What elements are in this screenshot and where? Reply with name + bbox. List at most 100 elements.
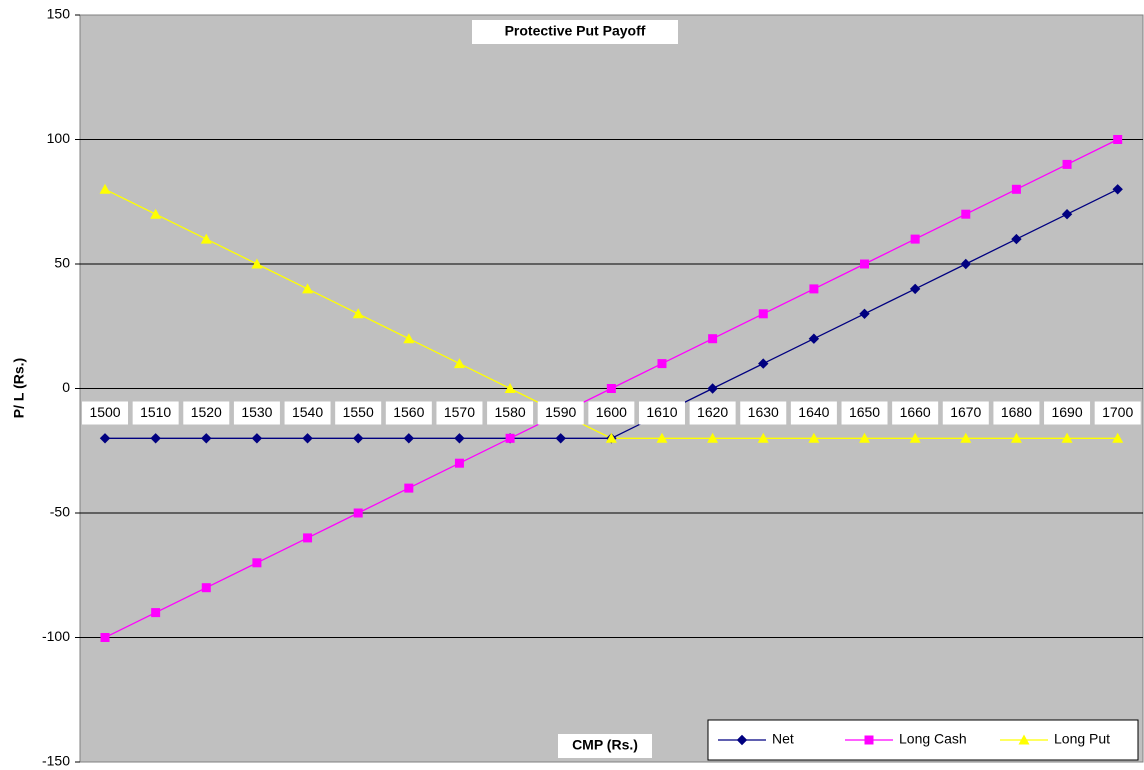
x-tick-label: 1590 (545, 404, 576, 420)
x-tick-label: 1610 (646, 404, 677, 420)
x-tick-label: 1660 (900, 404, 931, 420)
point (1011, 233, 1022, 245)
x-tick-box (689, 401, 736, 425)
x-tick-label: 1600 (596, 404, 627, 420)
x-tick-label: 1500 (89, 404, 120, 420)
x-tick-label: 1560 (393, 404, 424, 420)
x-label-box (558, 734, 652, 758)
x-tick-label: 1550 (343, 404, 374, 420)
x-tick-box (740, 401, 787, 425)
point (99, 183, 111, 194)
point (303, 533, 313, 543)
point (657, 359, 667, 369)
point (960, 258, 971, 270)
x-tick-label: 1530 (241, 404, 272, 420)
point (1112, 432, 1124, 443)
point (909, 283, 921, 295)
point (403, 433, 415, 444)
point (910, 234, 920, 244)
point (606, 384, 616, 393)
x-tick-box (790, 401, 837, 425)
point (758, 358, 769, 369)
point (100, 633, 110, 642)
point (1061, 432, 1073, 443)
x-tick-label: 1540 (292, 404, 323, 420)
x-tick-label: 1670 (950, 404, 981, 420)
point (352, 433, 364, 444)
x-tick-label: 1700 (1102, 404, 1133, 420)
point (960, 432, 972, 443)
point (251, 433, 263, 444)
y-tick-label: 50 (54, 255, 70, 271)
point (1062, 159, 1072, 169)
x-tick-label: 1690 (1051, 404, 1082, 420)
x-tick-box (132, 401, 179, 425)
x-tick-label: 1640 (798, 404, 829, 420)
y-axis-label: P/ L (Rs.) (11, 358, 27, 418)
x-tick-label: 1680 (1001, 404, 1032, 420)
point (859, 432, 871, 443)
x-tick-box (487, 401, 534, 425)
point (201, 583, 211, 593)
legend (707, 719, 1139, 761)
x-tick-label: 1520 (191, 404, 222, 420)
point (453, 358, 465, 369)
x-tick-box (233, 401, 280, 425)
point (555, 433, 566, 444)
point (859, 308, 870, 320)
x-tick-box (284, 401, 331, 425)
point (961, 209, 971, 219)
y-tick-label: 0 (62, 379, 70, 395)
point (1010, 432, 1022, 443)
point (1113, 135, 1123, 144)
point (707, 383, 718, 394)
point (1112, 184, 1123, 195)
x-tick-label: 1570 (444, 404, 475, 420)
point (201, 433, 212, 444)
chart-title: Protective Put Payoff (505, 23, 646, 39)
point (454, 458, 464, 468)
legend-marker (1018, 734, 1030, 745)
x-tick-box (942, 401, 989, 425)
point (352, 308, 364, 319)
point (302, 433, 313, 444)
point (505, 433, 515, 443)
x-tick-box (638, 401, 685, 425)
y-tick-label: 150 (47, 6, 71, 22)
x-tick-box (335, 401, 382, 425)
point (808, 432, 820, 443)
point (454, 433, 465, 444)
legend-label: Long Cash (899, 731, 967, 747)
x-tick-box (1094, 401, 1141, 425)
point (1011, 184, 1021, 194)
point (150, 433, 161, 444)
point (252, 558, 262, 568)
point (1061, 208, 1073, 220)
point (151, 608, 161, 618)
point (302, 283, 314, 294)
x-tick-box (993, 401, 1040, 425)
point (757, 432, 769, 443)
point (605, 432, 617, 443)
point (808, 333, 820, 344)
point (404, 483, 414, 493)
title-box (472, 20, 678, 44)
point (708, 334, 718, 344)
point (504, 383, 516, 393)
x-axis-label: CMP (Rs.) (572, 737, 638, 753)
point (860, 259, 870, 269)
point (809, 284, 819, 294)
legend-marker (864, 735, 874, 745)
x-tick-box (841, 401, 888, 425)
x-tick-label: 1630 (748, 404, 779, 420)
x-tick-box (183, 401, 230, 425)
y-tick-label: -150 (42, 753, 70, 769)
point (353, 508, 363, 518)
point (150, 208, 162, 219)
x-tick-box (537, 401, 584, 425)
point (251, 258, 263, 269)
point (99, 433, 111, 444)
legend-label: Long Put (1054, 731, 1110, 747)
point (656, 432, 668, 443)
